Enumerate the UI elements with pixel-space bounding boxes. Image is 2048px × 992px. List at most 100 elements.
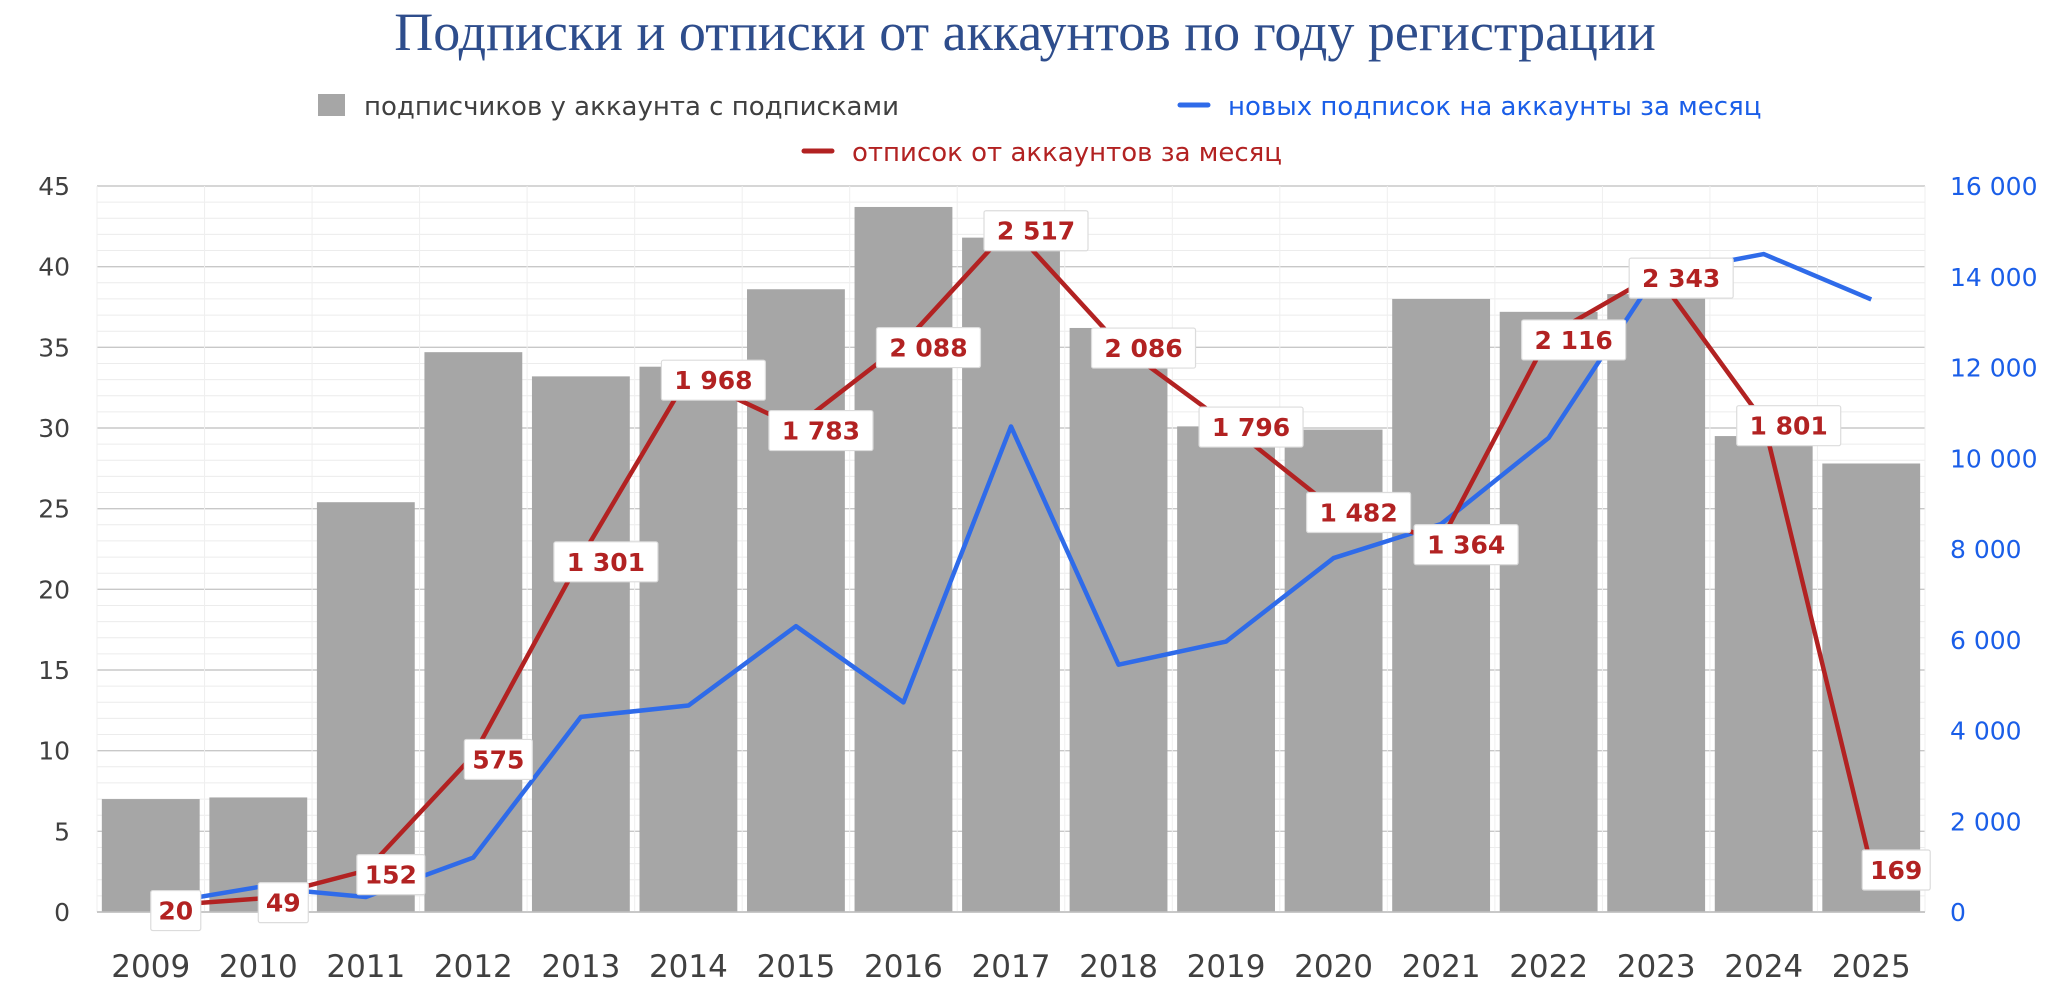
data-label-2012: 575 [463, 738, 533, 781]
data-label-box [875, 326, 982, 369]
data-label-2011: 152 [356, 854, 426, 896]
bar-2025 [1822, 463, 1921, 912]
x-tick-label-2013: 2013 [541, 949, 620, 985]
data-label-box [660, 359, 767, 401]
x-tick-label-2019: 2019 [1187, 949, 1266, 985]
x-tick-label-2011: 2011 [326, 949, 405, 985]
right-tick-label: 0 [1950, 898, 1966, 927]
data-label-2013: 1 301 [553, 541, 659, 583]
data-label-text: 1 796 [1212, 413, 1290, 442]
data-label-2010: 49 [257, 882, 309, 924]
data-label-text: 49 [266, 889, 301, 918]
data-label-2023: 2 343 [1628, 257, 1734, 299]
left-tick-label: 30 [38, 414, 70, 443]
data-label-2015: 1 783 [768, 409, 874, 452]
bar-2024 [1714, 436, 1813, 912]
bar-series [101, 206, 1921, 913]
data-label-box [983, 210, 1089, 252]
data-label-box [150, 889, 202, 932]
x-tick-label-2015: 2015 [756, 949, 835, 985]
data-label-text: 169 [1870, 856, 1922, 885]
data-label-box [553, 541, 659, 583]
legend-swatch-bars [318, 94, 345, 116]
data-label-2025: 169 [1861, 849, 1931, 891]
data-label-text: 20 [158, 897, 193, 926]
x-tick-label-2014: 2014 [649, 949, 728, 985]
data-label-2020: 1 482 [1305, 491, 1412, 534]
bar-2011 [316, 502, 415, 912]
x-tick-label-2012: 2012 [434, 949, 513, 985]
bar-2018 [1069, 327, 1168, 912]
bar-2021 [1392, 298, 1491, 912]
data-label-text: 1 801 [1750, 412, 1828, 441]
left-tick-label: 15 [38, 656, 70, 685]
data-label-text: 2 116 [1534, 326, 1612, 355]
x-tick-label-2010: 2010 [219, 949, 298, 985]
legend-label-red: отписок от аккаунтов за месяц [852, 138, 1282, 168]
data-label-2009: 20 [150, 889, 202, 932]
data-label-text: 152 [365, 861, 417, 890]
legend: подписчиков у аккаунта с подписками новы… [318, 92, 1761, 168]
x-tick-label-2021: 2021 [1402, 949, 1481, 985]
data-labels: 20 49 152 575 1 301 1 968 1 783 2 088 2 517 2 086… [150, 210, 1931, 932]
data-label-text: 1 482 [1319, 499, 1397, 528]
data-label-box [356, 854, 426, 896]
right-tick-label: 16 000 [1950, 172, 2037, 201]
left-tick-label: 40 [38, 253, 70, 282]
data-label-2014: 1 968 [660, 359, 767, 401]
left-tick-label: 35 [38, 333, 70, 362]
left-tick-label: 25 [38, 495, 70, 524]
legend-label-blue: новых подписок на аккаунты за месяц [1228, 92, 1761, 122]
left-tick-label: 20 [38, 575, 70, 604]
data-label-text: 575 [472, 745, 524, 774]
data-label-box [1090, 327, 1197, 369]
bar-2019 [1177, 426, 1275, 912]
x-tick-label-2016: 2016 [864, 949, 943, 985]
right-tick-label: 10 000 [1950, 444, 2037, 473]
right-tick-label: 8 000 [1950, 535, 2022, 564]
series-line-new-subscriptions [150, 251, 1873, 908]
right-tick-label: 14 000 [1950, 263, 2037, 292]
data-label-box [1628, 257, 1734, 299]
data-label-2016: 2 088 [875, 326, 982, 369]
data-label-2022: 2 116 [1521, 319, 1627, 361]
x-tick-label-2023: 2023 [1617, 949, 1696, 985]
data-label-2017: 2 517 [983, 210, 1089, 252]
x-tick-label-2017: 2017 [972, 949, 1051, 985]
right-tick-label: 6 000 [1950, 626, 2022, 655]
data-label-2019: 1 796 [1198, 406, 1304, 448]
bar-2023 [1607, 294, 1706, 912]
x-tick-label-2024: 2024 [1724, 949, 1803, 985]
data-label-text: 2 086 [1104, 334, 1182, 363]
right-tick-label: 12 000 [1950, 354, 2037, 383]
bar-2016 [854, 206, 953, 912]
x-tick-label-2009: 2009 [111, 949, 190, 985]
data-label-box [463, 738, 533, 781]
data-label-box [1413, 524, 1519, 566]
bar-2012 [424, 352, 523, 912]
x-tick-label-2018: 2018 [1079, 949, 1158, 985]
data-label-box [257, 882, 309, 924]
left-tick-label: 0 [54, 898, 70, 927]
data-label-box [768, 409, 874, 452]
bar-2013 [531, 376, 630, 913]
data-label-text: 2 517 [997, 217, 1075, 246]
data-label-2021: 1 364 [1413, 524, 1519, 566]
x-tick-label-2022: 2022 [1509, 949, 1588, 985]
data-label-box [1198, 406, 1304, 448]
bar-2014 [639, 366, 738, 912]
data-label-box [1521, 319, 1627, 361]
x-tick-label-2020: 2020 [1294, 949, 1373, 985]
right-tick-label: 2 000 [1950, 807, 2022, 836]
left-tick-label: 45 [38, 172, 70, 201]
data-label-text: 1 783 [782, 417, 860, 446]
data-label-text: 2 343 [1642, 264, 1720, 293]
left-tick-label: 5 [54, 817, 70, 846]
data-label-text: 1 968 [674, 366, 752, 395]
legend-label-bars: подписчиков у аккаунта с подписками [364, 92, 899, 122]
data-label-box [1861, 849, 1931, 891]
x-tick-label-2025: 2025 [1832, 949, 1911, 985]
bar-2022 [1499, 311, 1598, 913]
